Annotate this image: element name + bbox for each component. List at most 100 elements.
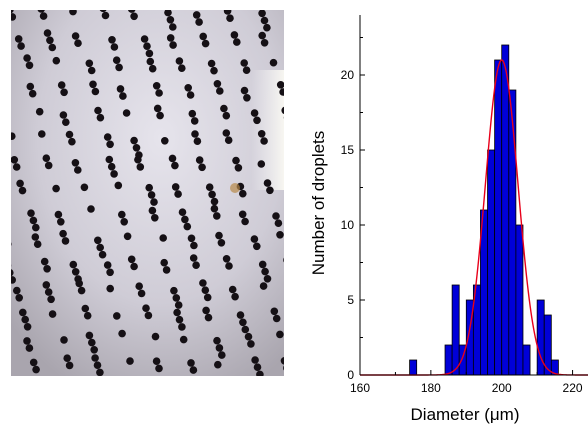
- droplet: [279, 88, 284, 96]
- droplet: [236, 311, 245, 319]
- droplet: [148, 64, 157, 73]
- droplet: [269, 58, 278, 67]
- droplet: [91, 87, 100, 96]
- droplet: [145, 183, 153, 192]
- droplet: [192, 261, 200, 269]
- droplet: [222, 255, 231, 263]
- droplet: [178, 208, 187, 216]
- droplet: [81, 304, 90, 313]
- histogram-bar: [508, 89, 517, 376]
- droplet: [148, 206, 157, 215]
- droplet: [170, 286, 178, 295]
- droplet: [128, 10, 136, 13]
- droplet: [263, 275, 272, 283]
- droplet: [75, 279, 83, 288]
- droplet: [118, 329, 126, 338]
- droplet: [228, 285, 237, 294]
- droplet: [108, 36, 116, 44]
- droplet: [214, 360, 222, 369]
- droplet: [69, 260, 78, 269]
- droplet: [106, 268, 114, 277]
- droplet: [213, 212, 221, 220]
- droplet: [74, 166, 82, 174]
- droplet: [59, 111, 68, 119]
- droplet: [169, 41, 177, 49]
- droplet: [143, 42, 151, 50]
- droplet: [231, 292, 239, 301]
- droplet: [215, 231, 223, 240]
- droplet: [29, 216, 38, 225]
- droplet: [60, 88, 68, 97]
- droplet: [208, 190, 216, 199]
- droplet: [42, 281, 51, 289]
- histogram-svg: 0 5 10 15 20 160 180 200 220 Number of droplets…: [309, 15, 588, 424]
- droplet: [37, 10, 45, 13]
- droplet: [242, 66, 251, 74]
- droplet: [226, 14, 234, 22]
- y-tick-label: 20: [341, 68, 355, 82]
- droplet: [187, 359, 195, 367]
- droplet: [103, 261, 112, 269]
- droplet: [241, 325, 250, 334]
- droplet: [230, 31, 239, 39]
- droplet: [213, 336, 221, 345]
- droplet: [94, 236, 102, 245]
- droplet: [232, 156, 240, 165]
- droplet: [274, 219, 283, 227]
- droplet: [52, 56, 61, 65]
- contaminant-speck: [230, 183, 240, 193]
- droplet: [132, 144, 141, 152]
- y-tick-label: 10: [341, 218, 355, 232]
- droplet: [120, 218, 128, 226]
- droplet: [168, 154, 177, 163]
- droplet: [26, 82, 35, 91]
- droplet: [152, 82, 161, 90]
- droplet: [179, 335, 188, 344]
- droplet: [253, 116, 261, 125]
- droplet: [48, 43, 57, 52]
- histogram-bar: [522, 344, 531, 376]
- droplet: [71, 159, 80, 167]
- droplet: [175, 57, 184, 65]
- droplet: [218, 351, 226, 359]
- droplet: [42, 154, 51, 162]
- droplet: [174, 301, 183, 309]
- droplet: [93, 361, 102, 370]
- droplet: [147, 191, 156, 199]
- droplet: [25, 344, 34, 352]
- droplet: [160, 258, 168, 267]
- droplet: [15, 294, 23, 302]
- droplet: [87, 205, 95, 213]
- droplet: [96, 243, 104, 252]
- droplet: [260, 39, 269, 47]
- droplet: [247, 340, 255, 348]
- droplet: [244, 332, 253, 341]
- droplet: [239, 318, 247, 327]
- droplet: [164, 10, 172, 17]
- droplet-micrograph-image: [11, 10, 284, 376]
- droplet: [145, 49, 154, 58]
- droplet: [85, 331, 94, 340]
- droplet: [225, 262, 233, 270]
- droplet: [203, 293, 212, 302]
- droplet: [94, 106, 102, 115]
- x-tick-label: 160: [350, 381, 370, 395]
- droplet: [258, 31, 266, 40]
- droplet: [85, 59, 94, 68]
- droplet: [222, 111, 231, 120]
- histogram-bar: [501, 44, 510, 376]
- droplet: [183, 222, 192, 231]
- droplet: [257, 160, 266, 168]
- droplet: [256, 370, 264, 376]
- droplet: [171, 183, 180, 191]
- droplet: [224, 136, 233, 144]
- droplet: [251, 356, 259, 364]
- droplet: [39, 12, 48, 20]
- droplet: [134, 155, 142, 164]
- droplet: [59, 229, 67, 238]
- droplet: [216, 87, 224, 95]
- droplet: [110, 170, 118, 178]
- droplet: [270, 307, 279, 316]
- droplet: [184, 84, 192, 92]
- droplet: [11, 276, 16, 284]
